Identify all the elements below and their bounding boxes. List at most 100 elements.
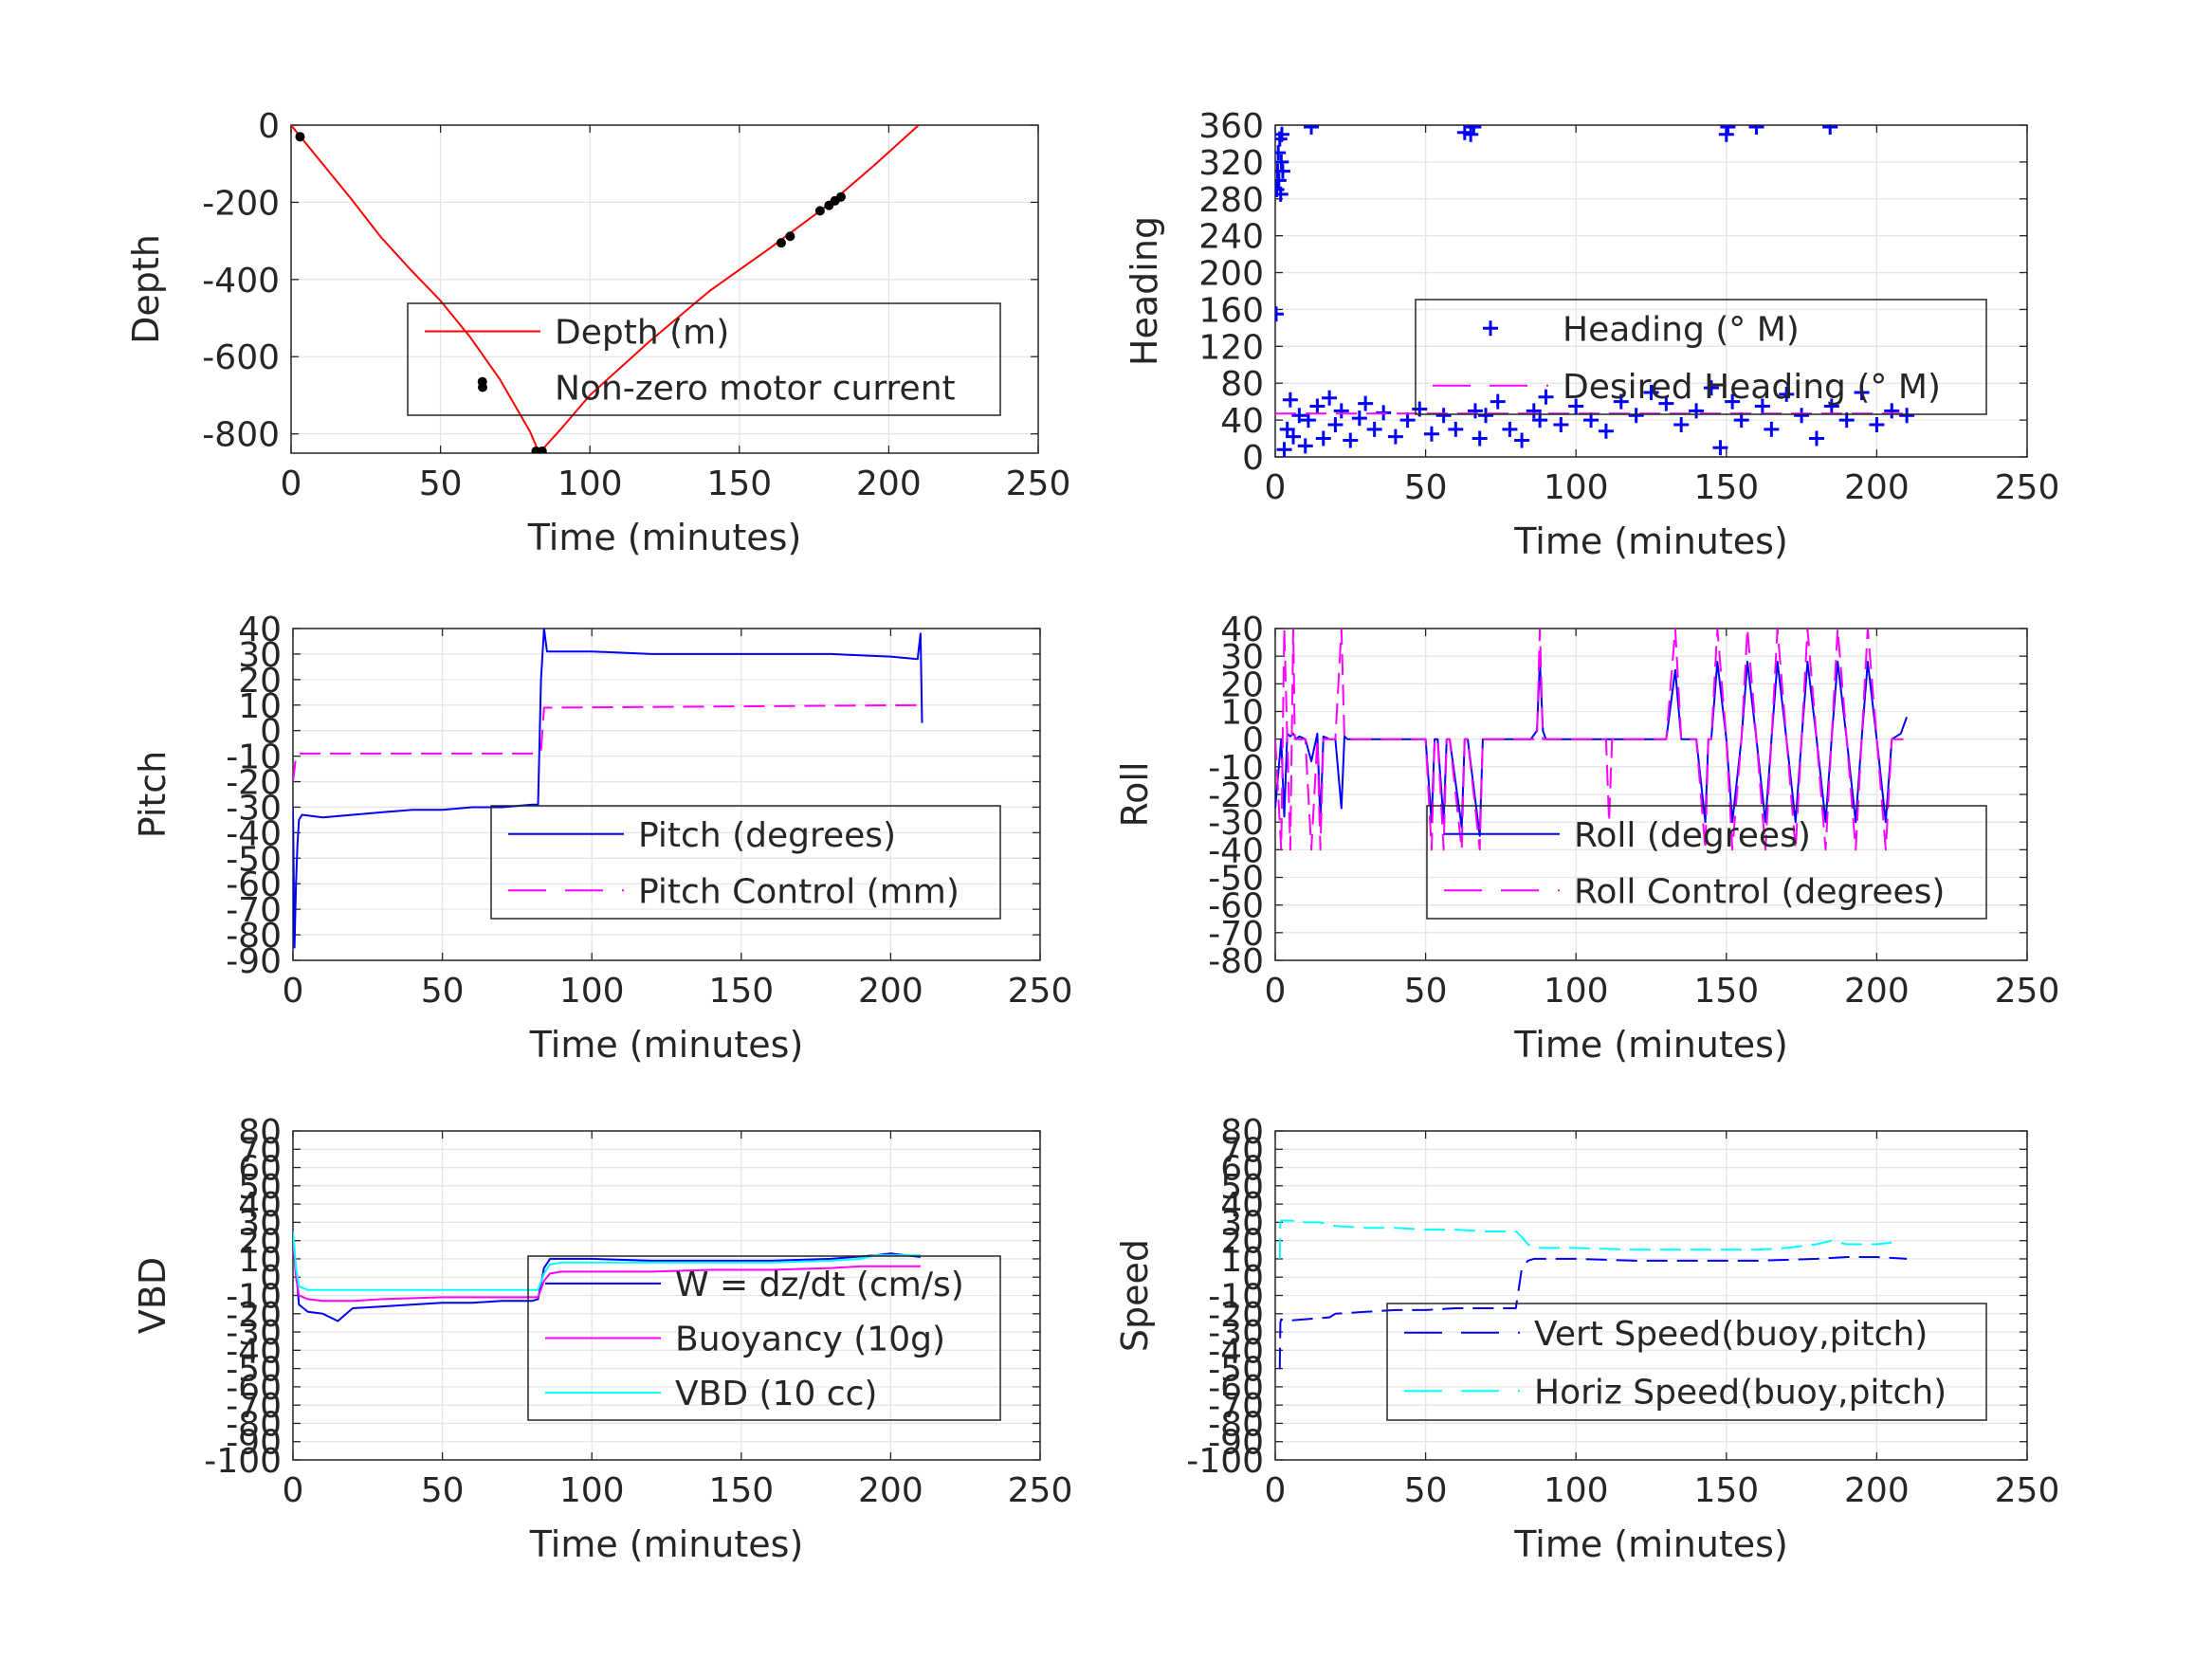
y-tick-label: -10 [1208,1278,1264,1317]
data-point [1673,416,1690,432]
y-tick-label: -30 [1208,1314,1264,1353]
y-tick-label: -40 [1208,1332,1264,1371]
data-point [1275,306,1284,322]
y-tick-label: -20 [1208,1296,1264,1335]
y-tick-label: -100 [1186,1442,1264,1481]
y-tick-label: -10 [1208,749,1264,788]
legend: Depth (m) Non-zero motor current [407,302,1001,416]
y-tick-label: 10 [1220,694,1264,733]
x-tick-label: 50 [1404,972,1448,1011]
x-tick-label: 150 [708,972,774,1011]
data-point [835,191,846,202]
y-tick-label: -50 [226,840,282,879]
legend-label: Horiz Speed(buoy,pitch) [1534,1373,1947,1412]
legend-label: VBD (10 cc) [675,1375,877,1413]
series-group [1275,629,1909,851]
x-axis-label: Time (minutes) [527,517,802,558]
y-tick-label: -90 [1208,1424,1264,1463]
data-point [1333,403,1349,419]
x-tick-label: 200 [1844,468,1910,507]
axes-box [1274,124,2028,458]
y-tick-label: 20 [1220,665,1264,704]
x-tick-label: 150 [1693,1471,1759,1510]
data-point [1838,412,1855,428]
data-point [1327,416,1344,432]
x-tick-label: 250 [1008,1471,1073,1510]
data-point [1779,386,1795,402]
series-group [293,629,923,949]
y-tick-label: -20 [226,1296,282,1335]
series-group [1278,1219,1908,1369]
x-tick-label: 150 [1693,468,1759,507]
legend-box [527,1255,1001,1421]
y-tick-label: -80 [1208,1405,1264,1444]
y-tick-label: -10 [226,738,282,777]
data-point [1275,186,1289,202]
series-line-0 [1278,1256,1908,1369]
y-tick-label: 30 [1220,1204,1264,1243]
x-axis-label: Time (minutes) [1513,1024,1788,1066]
y-tick-label: 40 [238,611,282,649]
x-tick-label: 200 [858,1471,923,1510]
x-tick-label: 100 [1544,1471,1609,1510]
x-tick-label: 150 [706,465,772,503]
x-tick-label: 50 [1404,1471,1448,1510]
legend: Vert Speed(buoy,pitch) Horiz Speed(buoy,p… [1386,1303,1987,1421]
y-tick-label: -70 [1208,915,1264,954]
data-point [1275,163,1290,179]
y-tick-label: 50 [238,1168,282,1207]
y-tick-label: 10 [1220,1241,1264,1280]
data-point [1598,423,1614,439]
y-tick-label: 80 [238,1113,282,1152]
data-point [1754,398,1770,414]
x-tick-label: 200 [856,465,922,503]
x-tick-label: 200 [858,972,923,1011]
data-point [1884,403,1900,419]
x-tick-label: 250 [1995,468,2060,507]
y-axis-label: Roll [1114,761,1156,827]
x-tick-label: 250 [1006,465,1071,503]
data-point [1532,412,1548,428]
series-line-1 [293,703,921,782]
data-point [1387,428,1403,445]
data-point [1869,416,1885,432]
y-tick-label: -90 [226,1424,282,1463]
axes-box [290,124,1039,454]
series-group [291,125,920,453]
data-point [1725,393,1741,410]
y-tick-label: -400 [202,262,280,301]
data-point [1689,403,1705,419]
y-tick-label: 0 [1242,439,1264,478]
y-tick-label: 30 [1220,638,1264,677]
data-point [1463,126,1479,142]
y-tick-label: -50 [226,1351,282,1390]
x-tick-label: 0 [1265,972,1287,1011]
x-tick-label: 250 [1995,1471,2060,1510]
data-point [1748,125,1764,135]
y-tick-label: -90 [226,942,282,981]
data-point [1703,380,1719,396]
y-tick-label: -100 [204,1442,282,1481]
x-tick-label: 100 [1544,468,1609,507]
y-tick-label: -60 [1208,1369,1264,1408]
y-tick-label: -80 [1208,942,1264,981]
y-tick-label: -80 [226,1405,282,1444]
data-point [776,238,786,248]
data-point [1490,393,1506,410]
x-axis-label: Time (minutes) [529,1024,804,1066]
legend-label: Depth (m) [555,314,729,353]
series-group [293,1231,922,1322]
y-tick-label: 80 [1220,365,1264,404]
data-point [1478,408,1494,424]
legend-box [1426,805,1987,920]
data-point [1733,412,1749,428]
y-tick-label: -70 [226,891,282,930]
data-point [1466,125,1482,135]
y-tick-label: 0 [1242,721,1264,760]
data-point [1538,389,1554,405]
y-tick-label: 40 [238,1186,282,1225]
legend-label: Pitch Control (mm) [638,872,960,911]
data-point [1315,430,1331,447]
data-point [1899,408,1915,424]
data-point [1764,421,1780,437]
